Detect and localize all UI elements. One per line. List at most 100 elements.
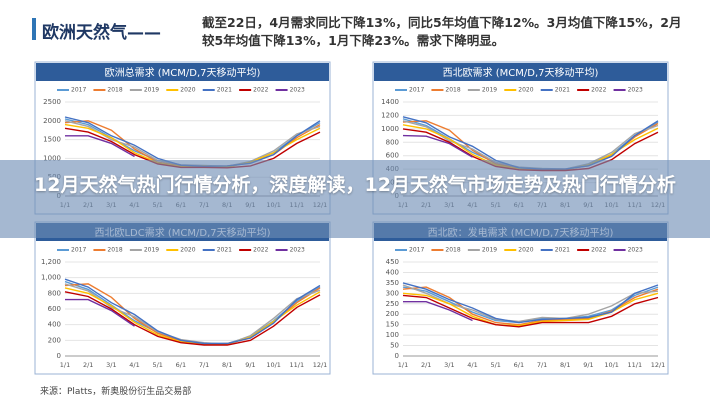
panel (34, 221, 331, 375)
x-tick-label: 9/1 (583, 361, 593, 369)
y-tick-label: 2000 (43, 117, 61, 125)
y-tick-label: 0 (57, 352, 61, 360)
banner (0, 160, 710, 238)
legend-label: 2018 (445, 247, 460, 254)
header-title: 欧洲天然气—— (42, 23, 161, 43)
x-tick-label: 5/1 (490, 361, 500, 369)
legend-label: 2017 (409, 87, 424, 94)
x-tick-label: 6/1 (514, 361, 524, 369)
series-line (65, 135, 135, 158)
legend-label: 2019 (144, 247, 159, 254)
series-line (402, 294, 659, 328)
series-line (64, 291, 321, 346)
y-tick-label: 1500 (43, 136, 61, 144)
x-tick-label: 11/1 (290, 361, 305, 369)
legend-label: 2018 (107, 247, 122, 254)
legend-label: 2018 (107, 87, 122, 94)
x-tick-label: 8/1 (222, 361, 232, 369)
legend-label: 2021 (217, 87, 232, 94)
panel-header (36, 63, 329, 81)
source: 来源：Platts，新奥股份衍生品交易部 (40, 387, 192, 397)
legend-label: 2020 (518, 247, 533, 254)
legend-label: 2023 (628, 247, 643, 254)
y-tick-label: 300 (386, 289, 399, 297)
legend-label: 2019 (144, 87, 159, 94)
x-tick-label: 12/1 (313, 361, 328, 369)
x-tick-label: 4/1 (467, 361, 477, 369)
series-line (403, 301, 473, 322)
y-tick-label: 1000 (381, 125, 399, 133)
legend-label: 2023 (290, 87, 305, 94)
legend-label: 2022 (253, 87, 268, 94)
x-tick-label: 12/1 (651, 361, 666, 369)
x-tick-label: 7/1 (199, 361, 209, 369)
legend-label: 2021 (555, 87, 570, 94)
y-tick-label: 1400 (381, 98, 399, 106)
panel-header (374, 63, 667, 81)
y-tick-label: 0 (395, 352, 399, 360)
legend-label: 2019 (482, 247, 497, 254)
y-tick-label: 100 (386, 331, 399, 339)
legend-label: 2017 (409, 247, 424, 254)
y-tick-label: 250 (386, 300, 399, 308)
x-tick-label: 1/1 (398, 361, 408, 369)
x-tick-label: 11/1 (628, 361, 643, 369)
x-tick-label: 3/1 (106, 361, 116, 369)
series-line (64, 278, 321, 345)
legend-label: 2017 (71, 87, 86, 94)
y-tick-label: 150 (386, 321, 399, 329)
x-tick-label: 3/1 (444, 361, 454, 369)
x-tick-label: 6/1 (176, 361, 186, 369)
legend-label: 2023 (628, 87, 643, 94)
banner-title: 12月天然气热门行情分析，深度解读，12月天然气市场走势及热门行情分析 (34, 174, 676, 196)
x-tick-label: 7/1 (537, 361, 547, 369)
y-tick-label: 2500 (43, 98, 61, 106)
legend-label: 2017 (71, 247, 86, 254)
y-tick-label: 200 (386, 310, 399, 318)
legend-label: 2022 (591, 247, 606, 254)
y-tick-label: 1200 (381, 111, 399, 119)
header-summary: 截至22日，4月需求同比下降13%，同比5年均值下降12%。3月均值下降15%，… (202, 15, 682, 48)
x-tick-label: 8/1 (560, 361, 570, 369)
y-tick-label: 450 (386, 258, 399, 266)
y-tick-label: 400 (386, 268, 399, 276)
y-tick-label: 800 (48, 289, 61, 297)
y-tick-label: 600 (48, 305, 61, 313)
x-tick-label: 10/1 (266, 361, 281, 369)
x-tick-label: 9/1 (245, 361, 255, 369)
x-tick-label: 10/1 (604, 361, 619, 369)
x-tick-label: 2/1 (83, 361, 93, 369)
y-tick-label: 200 (48, 336, 61, 344)
legend-label: 2018 (445, 87, 460, 94)
title-bar (32, 18, 36, 40)
series-line (402, 282, 659, 324)
x-tick-label: 4/1 (129, 361, 139, 369)
legend-label: 2022 (253, 247, 268, 254)
chart-title: 欧洲总需求 (MCM/D,7天移动平均) (105, 66, 261, 79)
y-tick-label: 1000 (43, 154, 61, 162)
legend-label: 2023 (290, 247, 305, 254)
legend-label: 2019 (482, 87, 497, 94)
series-line (65, 298, 135, 327)
y-tick-label: 50 (390, 342, 399, 350)
legend-label: 2021 (217, 247, 232, 254)
panel (372, 221, 669, 375)
x-tick-label: 5/1 (152, 361, 162, 369)
legend-label: 2022 (591, 87, 606, 94)
legend-label: 2020 (180, 87, 195, 94)
y-tick-label: 350 (386, 279, 399, 287)
y-tick-label: 600 (386, 152, 399, 160)
y-tick-label: 1,200 (41, 258, 61, 266)
series-line (402, 134, 473, 158)
series-line (64, 283, 321, 346)
y-tick-label: 400 (48, 321, 61, 329)
x-tick-label: 2/1 (421, 361, 431, 369)
legend-label: 2020 (518, 87, 533, 94)
y-tick-label: 800 (386, 138, 399, 146)
legend-label: 2020 (180, 247, 195, 254)
series-line (402, 292, 659, 327)
legend-label: 2021 (555, 247, 570, 254)
y-tick-label: 1,000 (41, 274, 61, 282)
chart-title: 西北欧需求 (MCM/D,7天移动平均) (443, 66, 599, 79)
